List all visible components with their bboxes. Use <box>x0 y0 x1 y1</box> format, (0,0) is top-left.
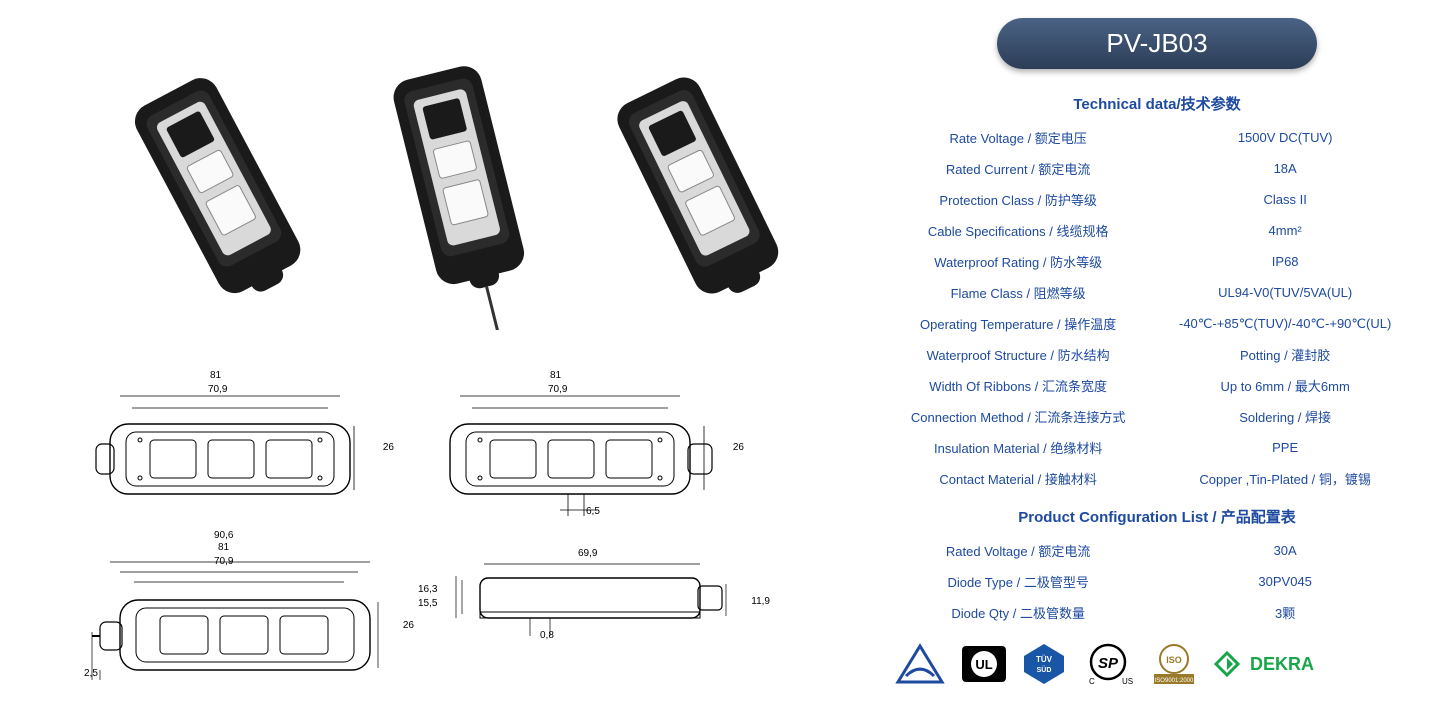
spec-label: Cable Specifications / 线缆规格 <box>890 215 1146 246</box>
spec-value: PPE <box>1146 432 1424 463</box>
svg-text:US: US <box>1122 677 1133 686</box>
product-title-pill: PV-JB03 <box>997 18 1317 69</box>
spec-value: Class II <box>1146 184 1424 215</box>
spec-row: Rate Voltage / 额定电压1500V DC(TUV) <box>890 122 1424 153</box>
dim-label: 2,5 <box>84 668 98 679</box>
svg-text:C: C <box>1089 677 1095 686</box>
spec-row: Flame Class / 阻燃等级UL94-V0(TUV/5VA(UL) <box>890 277 1424 308</box>
dim-label: 70,9 <box>214 556 233 567</box>
spec-value: 3颗 <box>1146 597 1424 628</box>
dim-label: 15,5 <box>418 598 437 609</box>
spec-label: Rated Voltage / 额定电流 <box>890 535 1146 566</box>
right-column: PV-JB03 Technical data/技术参数 Rate Voltage… <box>870 0 1454 722</box>
tech-data-header: Technical data/技术参数 <box>890 93 1424 114</box>
spec-value: 4mm² <box>1146 215 1424 246</box>
dim-label: 70,9 <box>548 384 567 395</box>
drawing-side-view: 69,9 16,3 15,5 0,8 11,9 <box>450 560 740 660</box>
spec-row: Connection Method / 汇流条连接方式Soldering / 焊… <box>890 401 1424 432</box>
spec-label: Protection Class / 防护等级 <box>890 184 1146 215</box>
spec-row: Width Of Ribbons / 汇流条宽度Up to 6mm / 最大6m… <box>890 370 1424 401</box>
dim-label: 26 <box>733 442 744 453</box>
spec-label: Waterproof Rating / 防水等级 <box>890 246 1146 277</box>
certification-row: UL TÜV SÜD SP C US <box>890 642 1424 686</box>
spec-value: Copper ,Tin-Plated / 铜，镀锡 <box>1146 463 1424 494</box>
spec-label: Rate Voltage / 额定电压 <box>890 122 1146 153</box>
product-image-row <box>90 30 830 350</box>
drawing-top-left: 81 70,9 26 <box>90 390 370 510</box>
spec-label: Contact Material / 接触材料 <box>890 463 1146 494</box>
spec-value: 1500V DC(TUV) <box>1146 122 1424 153</box>
spec-label: Width Of Ribbons / 汇流条宽度 <box>890 370 1146 401</box>
spec-value: Potting / 灌封胶 <box>1146 339 1424 370</box>
spec-value: 18A <box>1146 153 1424 184</box>
svg-text:SÜD: SÜD <box>1037 665 1052 674</box>
svg-text:ISO: ISO <box>1166 655 1182 665</box>
technical-drawings: 81 70,9 26 <box>90 390 830 690</box>
spec-row: Protection Class / 防护等级Class II <box>890 184 1424 215</box>
cert-ul-icon: UL <box>960 642 1008 686</box>
dim-label: 26 <box>403 620 414 631</box>
spec-row: Waterproof Rating / 防水等级IP68 <box>890 246 1424 277</box>
spec-value: Up to 6mm / 最大6mm <box>1146 370 1424 401</box>
config-header: Product Configuration List / 产品配置表 <box>890 506 1424 527</box>
cert-dekra-icon: DEKRA <box>1212 642 1314 686</box>
spec-row: Waterproof Structure / 防水结构Potting / 灌封胶 <box>890 339 1424 370</box>
spec-row: Rated Current / 额定电流18A <box>890 153 1424 184</box>
dim-label: 81 <box>550 370 561 381</box>
dim-label: 6,5 <box>586 506 600 517</box>
tech-spec-table: Rate Voltage / 额定电压1500V DC(TUV)Rated Cu… <box>890 122 1424 494</box>
spec-row: Diode Qty / 二极管数量3颗 <box>890 597 1424 628</box>
spec-row: Diode Type / 二极管型号30PV045 <box>890 566 1424 597</box>
product-image-1 <box>115 50 325 330</box>
dim-label: 90,6 <box>214 530 233 541</box>
dim-label: 69,9 <box>578 548 597 559</box>
left-column: 81 70,9 26 <box>0 0 870 722</box>
product-image-3 <box>595 50 805 330</box>
dekra-label: DEKRA <box>1250 654 1314 675</box>
spec-value: 30PV045 <box>1146 566 1424 597</box>
spec-row: Operating Temperature / 操作温度-40℃-+85℃(TU… <box>890 308 1424 339</box>
cert-tuv-triangle-icon <box>894 642 946 686</box>
dim-label: 26 <box>383 442 394 453</box>
spec-value: Soldering / 焊接 <box>1146 401 1424 432</box>
spec-row: Insulation Material / 绝缘材料PPE <box>890 432 1424 463</box>
dim-label: 70,9 <box>208 384 227 395</box>
spec-label: Connection Method / 汇流条连接方式 <box>890 401 1146 432</box>
spec-label: Diode Type / 二极管型号 <box>890 566 1146 597</box>
spec-label: Rated Current / 额定电流 <box>890 153 1146 184</box>
spec-label: Diode Qty / 二极管数量 <box>890 597 1146 628</box>
dim-label: 81 <box>218 542 229 553</box>
svg-text:ISO9001:2000: ISO9001:2000 <box>1155 678 1194 684</box>
drawing-bottom-left: 90,6 81 70,9 26 2,5 <box>90 560 390 690</box>
spec-row: Rated Voltage / 额定电流30A <box>890 535 1424 566</box>
dim-label: 11,9 <box>751 596 770 607</box>
spec-value: UL94-V0(TUV/5VA(UL) <box>1146 277 1424 308</box>
dim-label: 16,3 <box>418 584 437 595</box>
svg-text:TÜV: TÜV <box>1036 655 1053 664</box>
svg-text:SP: SP <box>1098 655 1119 672</box>
drawing-top-right: 81 70,9 26 6,5 <box>430 390 720 530</box>
spec-label: Waterproof Structure / 防水结构 <box>890 339 1146 370</box>
dim-label: 81 <box>210 370 221 381</box>
config-spec-table: Rated Voltage / 额定电流30ADiode Type / 二极管型… <box>890 535 1424 628</box>
cert-csa-icon: SP C US <box>1080 642 1136 686</box>
spec-value: IP68 <box>1146 246 1424 277</box>
dim-label: 0,8 <box>540 630 554 641</box>
cert-tuv-sud-icon: TÜV SÜD <box>1022 642 1066 686</box>
spec-label: Operating Temperature / 操作温度 <box>890 308 1146 339</box>
product-image-2 <box>355 50 565 330</box>
cert-iso-icon: ISO ISO9001:2000 <box>1150 642 1198 686</box>
spec-label: Flame Class / 阻燃等级 <box>890 277 1146 308</box>
spec-value: 30A <box>1146 535 1424 566</box>
svg-text:UL: UL <box>975 657 992 672</box>
spec-value: -40℃-+85℃(TUV)/-40℃-+90℃(UL) <box>1146 308 1424 339</box>
spec-row: Cable Specifications / 线缆规格4mm² <box>890 215 1424 246</box>
spec-label: Insulation Material / 绝缘材料 <box>890 432 1146 463</box>
spec-row: Contact Material / 接触材料Copper ,Tin-Plate… <box>890 463 1424 494</box>
